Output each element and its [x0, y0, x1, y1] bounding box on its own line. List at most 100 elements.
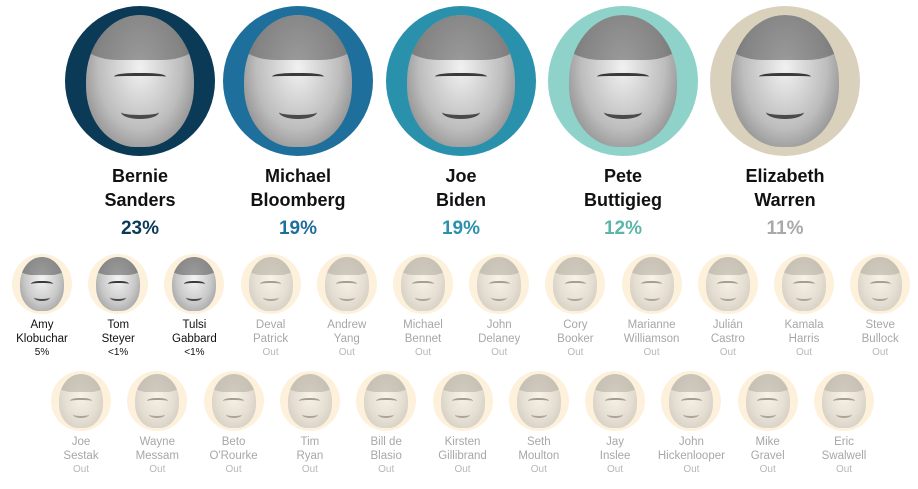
candidate-card: Andrew Yang Out — [308, 254, 386, 359]
candidate-photo — [669, 374, 714, 428]
leader-pct: 19% — [278, 218, 318, 239]
candidate-name: Tim Ryan — [296, 436, 324, 462]
candidate-name: Deval Patrick — [253, 319, 289, 345]
candidate-card: Wayne Messam Out — [118, 371, 196, 476]
candidate-ring — [737, 371, 798, 431]
leader-ring — [548, 6, 698, 156]
candidate-name: John Hickenlooper — [657, 436, 725, 462]
candidate-photo — [135, 374, 180, 428]
candidate-name: Jay Inslee — [599, 436, 631, 462]
candidate-status: Out — [643, 347, 660, 358]
candidate-status: Out — [607, 464, 624, 475]
candidate-photo — [782, 257, 826, 311]
leader-ring — [386, 6, 536, 156]
candidate-name: Beto O'Rourke — [209, 436, 258, 462]
leader-name: Michael Bloomberg — [250, 166, 346, 210]
candidate-photo — [20, 257, 64, 311]
candidate-status: <1% — [108, 347, 129, 358]
candidate-card: Joe Sestak Out — [42, 371, 120, 476]
candidate-photo — [96, 257, 141, 311]
candidate-status: <1% — [184, 347, 205, 358]
candidate-status: Out — [835, 464, 853, 475]
leader-card: Bernie Sanders 23% — [55, 6, 225, 240]
leader-name: Pete Buttigieg — [584, 166, 662, 210]
candidate-photo — [324, 257, 369, 311]
candidate-card: Marianne Williamson Out — [613, 254, 691, 359]
candidate-name: Eric Swalwell — [821, 436, 867, 462]
leader-pct: 12% — [603, 218, 643, 239]
candidate-name: Tulsi Gabbard — [172, 319, 217, 345]
candidate-photo — [553, 257, 598, 311]
leader-card: Joe Biden 19% — [376, 6, 546, 240]
leading-candidates: Bernie Sanders 23% Michael Bloomberg 19%… — [0, 6, 918, 240]
candidate-photo — [248, 257, 293, 311]
candidate-ring — [12, 254, 72, 314]
candidate-name: Bill de Blasio — [370, 436, 402, 462]
candidate-ring — [697, 254, 758, 314]
candidate-ring — [279, 371, 340, 431]
candidate-photo — [745, 374, 790, 428]
candidate-name: Marianne Williamson — [623, 319, 680, 345]
candidate-card: Deval Patrick Out — [232, 254, 310, 359]
candidate-photo — [516, 374, 561, 428]
leader-card: Michael Bloomberg 19% — [213, 6, 383, 240]
candidate-photo — [593, 374, 638, 428]
candidate-photo — [407, 15, 515, 147]
candidate-card: Bill de Blasio Out — [347, 371, 425, 476]
leader-pct: 11% — [766, 218, 804, 239]
candidate-card: Kirsten Gillibrand Out — [424, 371, 502, 476]
candidate-status: Out — [567, 347, 584, 358]
candidate-photo — [211, 374, 256, 428]
candidate-name: John Delaney — [478, 319, 521, 345]
candidate-ring — [469, 254, 530, 314]
leader-ring — [710, 6, 860, 156]
candidate-card: Seth Moulton Out — [500, 371, 578, 476]
candidate-name: Michael Bennet — [403, 319, 443, 345]
candidate-status: 5% — [34, 347, 50, 358]
candidate-status: Out — [719, 347, 736, 358]
candidate-status: Out — [378, 464, 395, 475]
candidate-name: Andrew Yang — [327, 319, 367, 345]
candidate-photo — [705, 257, 750, 311]
candidate-name: Wayne Messam — [135, 436, 180, 462]
candidate-photo — [569, 15, 677, 147]
candidate-ring — [432, 371, 493, 431]
candidate-card: Tim Ryan Out — [271, 371, 349, 476]
candidate-ring — [850, 254, 911, 314]
candidate-ring — [585, 371, 646, 431]
candidate-name: Julián Castro — [710, 319, 745, 345]
candidate-status: Out — [795, 347, 813, 358]
candidate-ring — [316, 254, 377, 314]
candidate-ring — [621, 254, 682, 314]
candidate-card: Steve Bullock Out — [841, 254, 918, 359]
candidate-ring — [661, 371, 722, 431]
candidate-card: Julián Castro Out — [689, 254, 767, 359]
candidate-ring — [508, 371, 569, 431]
candidate-ring — [356, 371, 417, 431]
candidate-status: Out — [338, 347, 355, 358]
candidate-card: Mike Gravel Out — [729, 371, 807, 476]
candidate-status: Out — [301, 464, 318, 475]
candidate-card: John Delaney Out — [460, 254, 538, 359]
candidate-card: Cory Booker Out — [536, 254, 614, 359]
leader-card: Elizabeth Warren 11% — [700, 6, 870, 240]
leader-card: Pete Buttigieg 12% — [538, 6, 708, 240]
candidate-status: Out — [759, 464, 776, 475]
candidate-photo — [364, 374, 409, 428]
candidate-status: Out — [225, 464, 242, 475]
candidate-status: Out — [872, 347, 889, 358]
candidate-name: Amy Klobuchar — [16, 319, 68, 345]
candidate-card: Michael Bennet Out — [384, 254, 462, 359]
candidate-name: Joe Sestak — [63, 436, 99, 462]
candidate-ring — [774, 254, 834, 314]
candidate-photo — [822, 374, 866, 428]
leader-ring — [65, 6, 215, 156]
candidate-card: John Hickenlooper Out — [652, 371, 730, 476]
candidate-name: Seth Moulton — [518, 436, 560, 462]
candidate-name: Cory Booker — [557, 319, 594, 345]
candidate-name: Mike Gravel — [750, 436, 785, 462]
candidate-ring — [203, 371, 264, 431]
candidate-status: Out — [683, 464, 700, 475]
candidate-card: Beto O'Rourke Out — [195, 371, 273, 476]
candidate-ring — [545, 254, 606, 314]
